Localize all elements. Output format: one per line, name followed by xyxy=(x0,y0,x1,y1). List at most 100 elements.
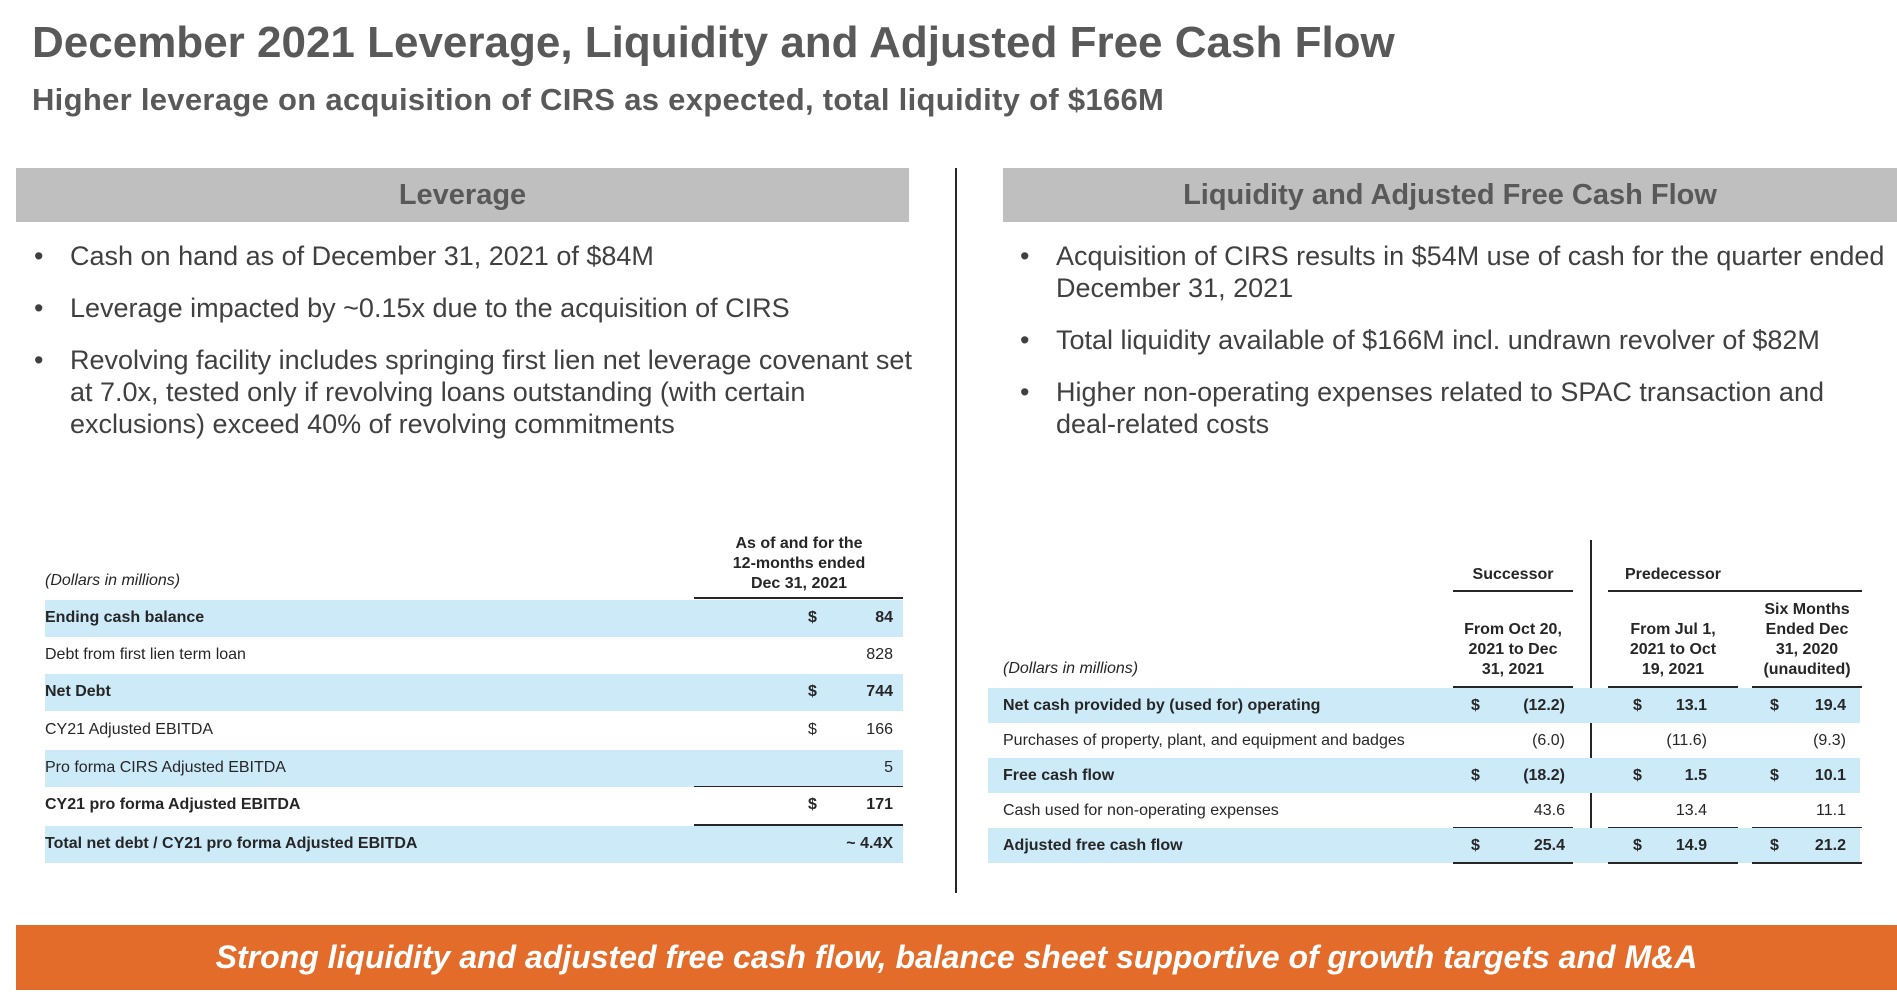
table-row: Free cash flow $ (18.2) $ 1.5 $ 10.1 xyxy=(988,758,1860,793)
column-header-line: Dec 31, 2021 xyxy=(750,575,848,592)
column-header-line: 19, 2021 xyxy=(1641,661,1705,678)
column-header-line: From Jul 1, xyxy=(1630,621,1716,638)
row-label: CY21 pro forma Adjusted EBITDA xyxy=(45,796,301,813)
row-value: 13.1 xyxy=(1675,697,1707,714)
group-rule xyxy=(1608,590,1862,592)
liquidity-header: Liquidity and Adjusted Free Cash Flow xyxy=(1003,168,1897,222)
row-currency: $ xyxy=(1471,837,1480,854)
total-rule xyxy=(1752,827,1862,828)
panel-divider xyxy=(955,168,957,893)
row-label: Cash used for non-operating expenses xyxy=(1003,802,1279,819)
leverage-units-label: (Dollars in millions) xyxy=(45,572,181,589)
subtotal-rule xyxy=(694,786,903,787)
total-rule xyxy=(1453,827,1573,828)
table-row: Pro forma CIRS Adjusted EBITDA 5 xyxy=(45,750,903,787)
row-value: 1.5 xyxy=(1684,767,1707,784)
column-header-predecessor: From Jul 1, 2021 to Oct 19, 2021 xyxy=(1608,620,1738,680)
footer-banner: Strong liquidity and adjusted free cash … xyxy=(16,925,1897,990)
table-row: Adjusted free cash flow $ 25.4 $ 14.9 $ … xyxy=(988,828,1860,863)
row-value: 14.9 xyxy=(1675,837,1707,854)
column-header-line: 31, 2020 xyxy=(1775,641,1839,658)
column-header-line: Six Months xyxy=(1764,601,1850,618)
row-currency: $ xyxy=(1471,767,1480,784)
liquidity-bullet: Higher non-operating expenses related to… xyxy=(1018,376,1888,440)
header-rule xyxy=(1453,686,1573,688)
table-row: Net cash provided by (used for) operatin… xyxy=(988,688,1860,723)
column-header-line: 12-months ended xyxy=(732,555,866,572)
header-rule xyxy=(1608,686,1738,688)
table-row: CY21 pro forma Adjusted EBITDA $ 171 xyxy=(45,787,903,824)
row-currency: $ xyxy=(808,796,817,813)
row-label: Adjusted free cash flow xyxy=(1003,837,1183,854)
row-value: 19.4 xyxy=(1814,697,1846,714)
row-value: 828 xyxy=(866,646,893,663)
row-currency: $ xyxy=(808,683,817,700)
row-value: 744 xyxy=(866,683,893,700)
liquidity-bullet: Acquisition of CIRS results in $54M use … xyxy=(1018,240,1888,304)
group-predecessor: Predecessor xyxy=(1624,566,1722,583)
table-row: Total net debt / CY21 pro forma Adjusted… xyxy=(45,826,903,863)
row-value: 25.4 xyxy=(1533,837,1565,854)
column-header-line: 2021 to Oct xyxy=(1629,641,1717,658)
row-currency: $ xyxy=(1471,697,1480,714)
row-label: Net Debt xyxy=(45,683,111,700)
header-rule xyxy=(694,597,903,599)
row-currency: $ xyxy=(1633,697,1642,714)
leverage-bullet: Cash on hand as of December 31, 2021 of … xyxy=(32,240,912,272)
leverage-header: Leverage xyxy=(16,168,909,222)
row-value: 13.4 xyxy=(1675,802,1707,819)
row-label: Debt from first lien term loan xyxy=(45,646,246,663)
table-row: Net Debt $ 744 xyxy=(45,674,903,711)
row-label: Free cash flow xyxy=(1003,767,1115,784)
row-currency: $ xyxy=(808,721,817,738)
column-header-line: 2021 to Dec xyxy=(1468,641,1558,658)
table-row: Debt from first lien term loan 828 xyxy=(45,637,903,674)
row-value: 10.1 xyxy=(1814,767,1846,784)
row-label: Pro forma CIRS Adjusted EBITDA xyxy=(45,759,286,776)
row-value: 11.1 xyxy=(1816,802,1846,819)
row-value: (12.2) xyxy=(1523,697,1565,714)
group-rule xyxy=(1453,590,1573,592)
row-value: 84 xyxy=(875,609,893,626)
row-value: 166 xyxy=(866,721,893,738)
row-value: 5 xyxy=(884,759,893,776)
column-header-successor: From Oct 20, 2021 to Dec 31, 2021 xyxy=(1453,620,1573,680)
leverage-column-header: As of and for the 12-months ended Dec 31… xyxy=(694,534,904,594)
table-row: CY21 Adjusted EBITDA $ 166 xyxy=(45,712,903,749)
row-value: 21.2 xyxy=(1814,837,1846,854)
table-row: Cash used for non-operating expenses 43.… xyxy=(988,793,1860,828)
row-label: Net cash provided by (used for) operatin… xyxy=(1003,697,1321,714)
row-currency: $ xyxy=(1633,767,1642,784)
row-value: (11.6) xyxy=(1666,732,1707,749)
total-rule xyxy=(1453,862,1573,864)
column-header-line: Ended Dec xyxy=(1765,621,1849,638)
row-value: (6.0) xyxy=(1532,732,1565,749)
row-value: 171 xyxy=(866,796,893,813)
page-title: December 2021 Leverage, Liquidity and Ad… xyxy=(32,18,1395,67)
row-label: Purchases of property, plant, and equipm… xyxy=(1003,732,1405,749)
table-row: Ending cash balance $ 84 xyxy=(45,600,903,637)
group-successor: Successor xyxy=(1472,566,1554,583)
row-label: Ending cash balance xyxy=(45,609,205,626)
column-header-line: (unaudited) xyxy=(1763,661,1851,678)
liquidity-units-label: (Dollars in millions) xyxy=(1003,660,1139,677)
row-currency: $ xyxy=(1770,767,1779,784)
row-currency: $ xyxy=(1633,837,1642,854)
header-rule xyxy=(1752,686,1862,688)
row-value: (18.2) xyxy=(1523,767,1565,784)
total-rule xyxy=(1608,862,1738,864)
row-value: 43.6 xyxy=(1533,802,1565,819)
row-label: Total net debt / CY21 pro forma Adjusted… xyxy=(45,835,418,852)
page-subtitle: Higher leverage on acquisition of CIRS a… xyxy=(32,82,1165,117)
row-currency: $ xyxy=(808,609,817,626)
liquidity-bullet: Total liquidity available of $166M incl.… xyxy=(1018,324,1888,356)
row-value: ~ 4.4X xyxy=(846,835,893,852)
total-rule xyxy=(694,824,903,826)
table-row: Purchases of property, plant, and equipm… xyxy=(988,723,1860,758)
total-rule xyxy=(1752,862,1862,864)
column-header-line: From Oct 20, xyxy=(1464,621,1562,638)
liquidity-bullets: Acquisition of CIRS results in $54M use … xyxy=(1018,240,1888,460)
column-header-line: As of and for the xyxy=(735,535,863,552)
row-currency: $ xyxy=(1770,697,1779,714)
leverage-bullet: Revolving facility includes springing fi… xyxy=(32,344,912,440)
